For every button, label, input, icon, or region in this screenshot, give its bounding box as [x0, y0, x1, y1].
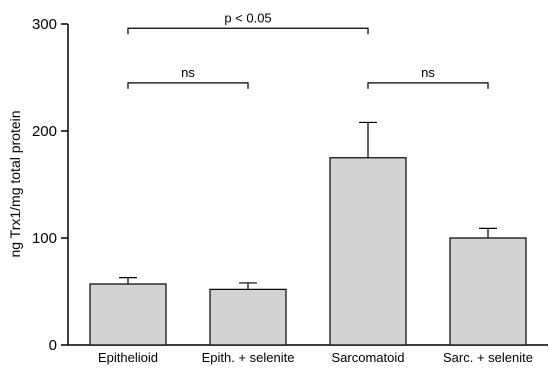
x-tick-label: Epith. + selenite	[202, 350, 295, 365]
x-axis: Epithelioid Epith. + selenite Sarcomatoid S…	[68, 344, 548, 365]
y-tick-label: 0	[49, 337, 57, 354]
y-axis: 0 100 200 300	[32, 16, 69, 354]
bar	[89, 283, 167, 346]
significance-bracket	[127, 82, 249, 89]
significance-brackets: p < 0.05 ns ns	[127, 10, 489, 89]
bar	[209, 288, 287, 346]
y-tick-label: 100	[32, 230, 57, 247]
y-tick-label: 200	[32, 123, 57, 140]
x-tick-label: Sarcomatoid	[332, 350, 405, 365]
bar	[449, 237, 527, 346]
x-tick-label: Sarc. + selenite	[443, 350, 533, 365]
x-tick-label: Epithelioid	[98, 350, 158, 365]
y-tick-label: 300	[32, 16, 57, 33]
significance-label: ns	[181, 65, 195, 80]
significance-label: ns	[421, 65, 435, 80]
significance-bracket	[367, 82, 489, 89]
y-axis-label: ng Trx1/mg total protein	[7, 110, 23, 257]
significance-label: p < 0.05	[224, 10, 271, 25]
bar	[329, 157, 407, 346]
bars	[89, 121, 527, 346]
significance-bracket	[127, 27, 369, 35]
